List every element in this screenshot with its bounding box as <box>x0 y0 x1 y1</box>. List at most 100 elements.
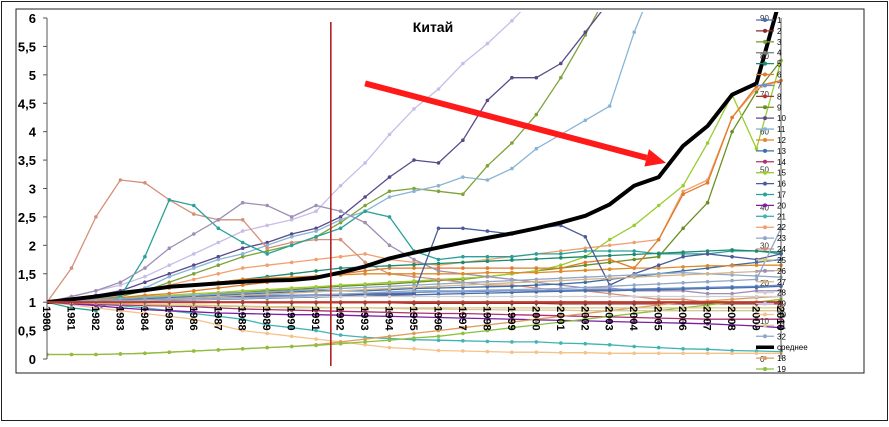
data-point <box>94 215 98 219</box>
legend-label: 8 <box>777 92 782 101</box>
data-point <box>387 272 392 276</box>
data-point <box>338 292 343 297</box>
data-point <box>387 334 392 339</box>
data-point <box>192 317 196 322</box>
data-point <box>534 266 539 270</box>
x-tick-label: 2010 <box>774 306 786 330</box>
data-point <box>289 232 294 236</box>
data-point <box>192 310 196 314</box>
data-point <box>607 243 612 248</box>
x-tick-label: 1990 <box>285 306 297 330</box>
legend-marker <box>763 61 767 66</box>
data-point <box>143 266 147 270</box>
data-point <box>216 311 221 315</box>
data-point <box>681 297 685 302</box>
data-point <box>510 75 514 80</box>
data-point <box>730 297 734 302</box>
data-point <box>656 294 661 299</box>
data-point <box>705 306 710 310</box>
data-point <box>559 294 563 299</box>
data-point <box>754 308 759 313</box>
data-point <box>559 350 563 355</box>
y-left-tick-label: 6 <box>29 11 36 26</box>
data-point <box>656 287 661 292</box>
data-point <box>754 277 759 282</box>
data-point <box>412 347 416 351</box>
data-point <box>412 257 416 262</box>
x-tick-label: 1994 <box>383 306 395 331</box>
legend-label: 13 <box>777 147 786 156</box>
data-point <box>461 331 465 336</box>
data-point <box>265 312 270 316</box>
data-point <box>167 246 172 250</box>
data-point <box>510 19 514 23</box>
x-tick-label: 1998 <box>480 306 492 330</box>
data-point <box>559 286 563 291</box>
data-point <box>338 237 343 242</box>
data-point <box>289 294 294 299</box>
data-point <box>730 248 734 252</box>
legend-label: 25 <box>777 256 786 265</box>
data-point <box>240 347 245 351</box>
data-point <box>534 313 539 318</box>
legend-label: 2 <box>777 27 782 36</box>
data-point <box>167 308 172 313</box>
y-left-tick-label: 1 <box>29 295 36 310</box>
data-point <box>730 270 734 275</box>
data-point <box>730 291 734 296</box>
data-point <box>534 350 539 355</box>
data-point <box>143 280 147 285</box>
data-point <box>167 291 172 296</box>
data-point <box>510 340 514 344</box>
data-point <box>240 266 245 270</box>
data-point <box>583 341 588 346</box>
legend-marker <box>763 170 767 175</box>
data-point <box>167 198 172 202</box>
data-point <box>265 249 270 253</box>
data-point <box>265 246 270 250</box>
data-point <box>583 280 588 285</box>
x-tick-label: 2006 <box>676 306 688 330</box>
data-point <box>69 306 74 310</box>
data-point <box>607 253 612 258</box>
data-point <box>583 308 588 313</box>
data-point <box>412 285 416 290</box>
data-point <box>461 254 465 259</box>
data-point <box>607 319 612 324</box>
x-tick-label: 1981 <box>64 306 76 330</box>
y-left-tick-label: 5 <box>29 68 36 83</box>
legend-marker <box>763 127 767 132</box>
y-right-tick-label: 70 <box>760 90 769 99</box>
data-point <box>485 98 490 103</box>
data-point <box>583 294 588 299</box>
data-point <box>607 260 612 265</box>
data-point <box>632 306 636 310</box>
data-point <box>436 289 441 293</box>
data-point <box>216 296 221 301</box>
data-point <box>510 266 514 270</box>
data-point <box>167 297 172 302</box>
data-point <box>387 306 392 310</box>
data-point <box>632 320 636 324</box>
data-point <box>534 340 539 344</box>
y-left-tick-label: 5,5 <box>18 39 36 54</box>
data-point <box>510 166 514 171</box>
data-point <box>338 266 343 270</box>
data-point <box>656 316 661 320</box>
data-point <box>754 294 759 299</box>
data-point <box>167 272 172 276</box>
data-point <box>681 316 685 321</box>
data-point <box>387 243 392 248</box>
data-point <box>363 260 367 265</box>
data-point <box>583 311 588 316</box>
x-tick-label: 2009 <box>750 306 762 330</box>
series-line-среднее <box>47 12 779 305</box>
data-point <box>607 308 612 313</box>
legend-label: 30 <box>777 310 786 319</box>
data-point <box>681 183 685 188</box>
data-point <box>485 270 490 275</box>
data-point <box>656 266 661 270</box>
data-point <box>143 254 147 259</box>
legend-label: 28 <box>777 289 786 298</box>
data-point <box>363 203 367 208</box>
